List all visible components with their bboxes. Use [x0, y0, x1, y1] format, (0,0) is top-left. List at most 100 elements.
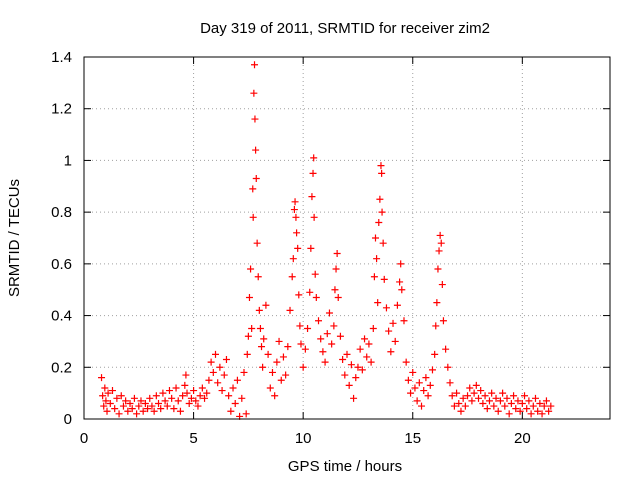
data-point — [496, 397, 504, 405]
data-point — [286, 306, 294, 314]
data-point — [296, 322, 304, 330]
data-point — [144, 405, 152, 413]
data-point — [165, 387, 173, 395]
data-point — [194, 402, 202, 410]
data-point — [483, 405, 491, 413]
data-point — [289, 255, 297, 263]
data-point — [251, 115, 259, 123]
data-point — [301, 345, 309, 353]
data-point — [216, 363, 224, 371]
data-point — [422, 374, 430, 382]
data-point — [516, 407, 524, 415]
data-point — [485, 397, 493, 405]
data-point — [468, 397, 476, 405]
data-point — [378, 169, 386, 177]
data-point — [174, 397, 182, 405]
data-point — [494, 407, 502, 415]
data-point — [459, 394, 467, 402]
data-point — [282, 371, 290, 379]
data-point — [260, 335, 268, 343]
data-point — [387, 348, 395, 356]
data-point — [378, 208, 386, 216]
data-point — [361, 335, 369, 343]
data-point — [336, 332, 344, 340]
data-point — [333, 250, 341, 258]
y-tick-label: 1.4 — [51, 49, 72, 66]
data-point — [439, 317, 447, 325]
data-point — [400, 317, 408, 325]
data-point — [309, 169, 317, 177]
data-point — [319, 348, 327, 356]
data-point — [426, 381, 434, 389]
data-point — [190, 387, 198, 395]
data-point — [521, 392, 529, 400]
data-point — [448, 392, 456, 400]
data-point — [385, 327, 393, 335]
y-tick-label: 0.6 — [51, 256, 72, 273]
data-point — [243, 350, 251, 358]
data-point — [307, 244, 315, 252]
data-point — [183, 389, 191, 397]
data-point — [251, 61, 259, 69]
data-point — [325, 309, 333, 317]
data-point — [470, 389, 478, 397]
data-point — [198, 384, 206, 392]
y-tick-label: 1.2 — [51, 101, 72, 118]
data-point — [218, 387, 226, 395]
data-point — [547, 402, 555, 410]
data-point — [466, 384, 474, 392]
data-point — [231, 399, 239, 407]
data-point — [233, 376, 241, 384]
data-point — [479, 399, 487, 407]
data-point — [365, 340, 373, 348]
data-point — [464, 392, 472, 400]
data-point — [435, 247, 443, 255]
data-point — [310, 213, 318, 221]
data-point — [117, 392, 125, 400]
data-point — [255, 306, 263, 314]
data-point — [343, 350, 351, 358]
data-point — [512, 405, 520, 413]
data-point — [277, 376, 285, 384]
data-point — [407, 389, 415, 397]
data-point — [311, 270, 319, 278]
data-point — [363, 353, 371, 361]
data-point — [187, 394, 195, 402]
data-point — [323, 330, 331, 338]
data-point — [227, 407, 235, 415]
data-point — [332, 265, 340, 273]
data-point — [222, 356, 230, 364]
data-point — [308, 193, 316, 201]
data-point — [137, 397, 145, 405]
data-point — [431, 350, 439, 358]
data-point — [157, 405, 165, 413]
data-point — [146, 394, 154, 402]
data-point — [438, 281, 446, 289]
data-point — [252, 175, 260, 183]
data-point — [242, 410, 250, 418]
x-tick-label: 15 — [404, 430, 421, 447]
data-point — [490, 402, 498, 410]
data-point — [444, 363, 452, 371]
data-point — [258, 343, 266, 351]
x-tick-labels: 0 5 10 15 20 — [80, 430, 531, 447]
data-point — [113, 394, 121, 402]
x-axis-label: GPS time / hours — [288, 458, 402, 475]
data-point — [254, 273, 262, 281]
axis-ticks — [83, 56, 610, 420]
data-point — [262, 301, 270, 309]
y-tick-label: 0.2 — [51, 359, 72, 376]
data-point — [205, 376, 213, 384]
data-point — [203, 389, 211, 397]
data-point — [472, 381, 480, 389]
data-point — [505, 410, 513, 418]
data-point — [135, 402, 143, 410]
data-point — [229, 384, 237, 392]
data-point — [99, 392, 107, 400]
data-point — [108, 387, 116, 395]
data-point — [126, 399, 134, 407]
data-point — [182, 371, 190, 379]
data-point — [297, 340, 305, 348]
data-point — [369, 325, 377, 332]
data-point — [290, 206, 298, 214]
